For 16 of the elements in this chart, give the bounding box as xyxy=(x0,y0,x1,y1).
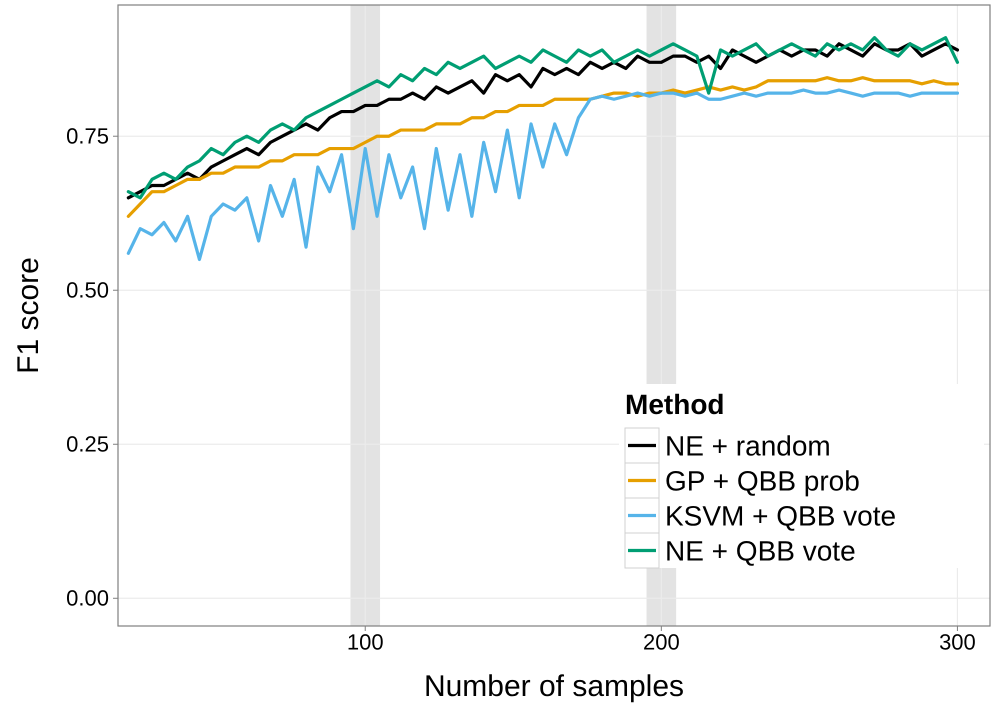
line-series xyxy=(126,88,960,262)
y-axis-title: F1 score xyxy=(12,257,45,374)
legend-label: KSVM + QBB vote xyxy=(665,500,896,532)
legend-label: NE + random xyxy=(665,430,831,462)
legend-label: NE + QBB vote xyxy=(665,536,856,566)
legend-label: GP + QBB prob xyxy=(665,466,860,496)
legend-title: Method xyxy=(625,389,725,420)
x-tick-label: 300 xyxy=(939,630,976,655)
y-tick-label: 0.75 xyxy=(66,123,109,148)
y-tick-label: 0.25 xyxy=(66,431,109,456)
y-tick-label: 0.50 xyxy=(66,277,109,302)
line-series xyxy=(126,76,960,218)
x-tick-label: 200 xyxy=(642,630,680,655)
x-axis-title: Number of samples xyxy=(424,670,684,703)
x-tick-label: 100 xyxy=(346,630,384,655)
y-tick-label: 0.00 xyxy=(66,585,109,610)
